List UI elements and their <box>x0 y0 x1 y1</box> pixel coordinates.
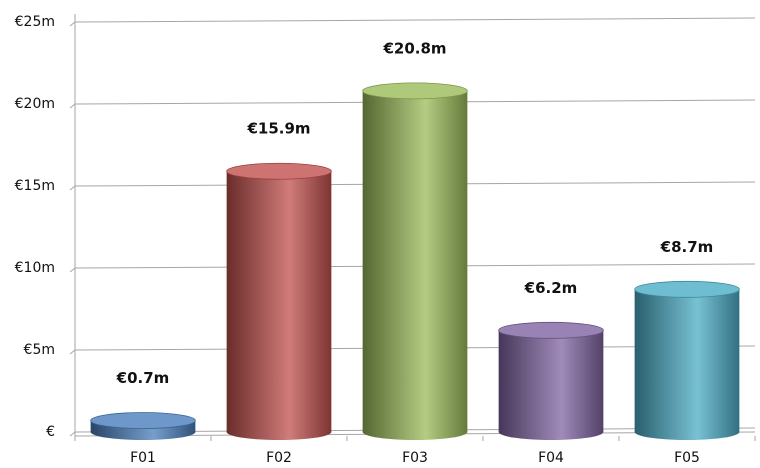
grid-line <box>74 17 756 23</box>
bar-top <box>634 280 740 298</box>
x-tick-label: F05 <box>674 450 700 466</box>
y-tick-label: €25m <box>15 14 55 30</box>
y-tick <box>69 267 76 273</box>
y-tick-label: €20m <box>15 96 55 112</box>
bar <box>362 90 468 432</box>
bar-top <box>362 82 468 100</box>
y-tick <box>69 185 76 191</box>
bar <box>634 289 740 432</box>
x-tick-label: F01 <box>130 450 156 466</box>
y-tick-label: €5m <box>24 342 55 358</box>
y-tick <box>69 349 76 355</box>
y-tick <box>69 103 76 109</box>
value-label: €15.9m <box>246 120 310 138</box>
bar <box>226 171 332 433</box>
y-tick <box>69 21 76 27</box>
value-label: €0.7m <box>116 369 170 387</box>
bar <box>498 330 604 432</box>
value-label: €8.7m <box>660 238 714 256</box>
y-tick <box>69 431 76 437</box>
x-tick-label: F04 <box>538 450 564 466</box>
x-tick-label: F02 <box>266 450 292 466</box>
bar-top <box>226 162 332 180</box>
y-tick-label: €15m <box>15 178 55 194</box>
y-tick-label: € <box>46 424 55 440</box>
bar-top <box>498 321 604 339</box>
x-tick-label: F03 <box>402 450 428 466</box>
bar-top <box>90 412 196 429</box>
value-label: €6.2m <box>524 279 578 297</box>
y-tick-label: €10m <box>15 260 55 276</box>
value-label: €20.8m <box>382 39 446 57</box>
